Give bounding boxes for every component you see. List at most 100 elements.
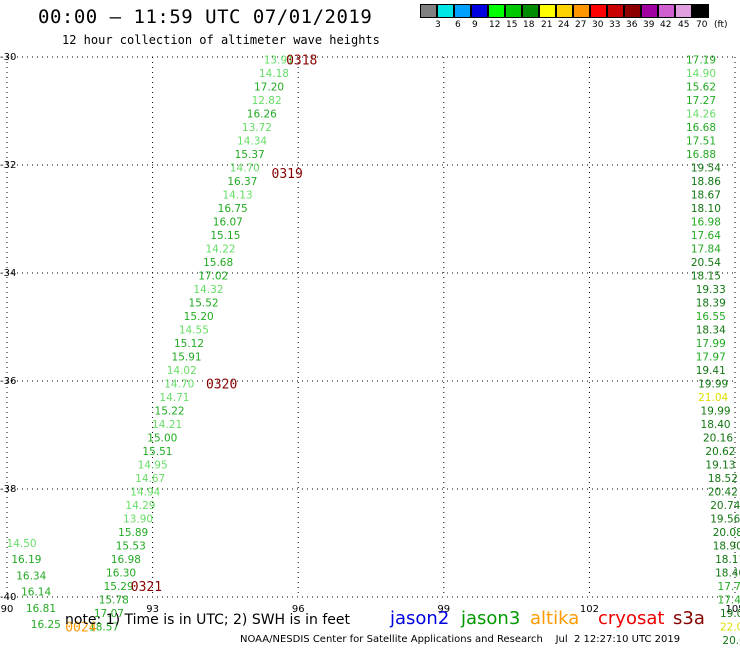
wave-height-value: 14.34 [237,136,267,148]
wave-height-value: 16.98 [111,554,141,566]
scale-label: 18 [523,20,535,30]
wave-height-value: 17.51 [686,136,716,148]
page-subtitle: 12 hour collection of altimeter wave hei… [62,33,380,47]
pass-time-label: 0319 [272,167,303,182]
wave-height-value: 17.75 [718,581,740,593]
wave-height-value: 15.62 [686,82,716,94]
wave-height-value: 14.94 [130,487,160,499]
wave-height-value: 19.56 [710,514,740,526]
credit-line: NOAA/NESDIS Center for Satellite Applica… [240,634,681,645]
wave-height-value: 19.06 [720,608,740,620]
scale-label: 30 [592,20,604,30]
wave-height-value: 18.52 [708,473,738,485]
wave-height-value: 15.29 [104,581,134,593]
scale-swatch [624,4,641,18]
color-scale-bar [420,4,709,18]
pass-time-label: 0321 [131,580,162,595]
x-tick-label: 96 [292,604,305,615]
wave-height-value: 17.64 [691,230,721,242]
scale-label: 27 [575,20,587,30]
pass-time-label: 0320 [206,378,237,393]
scale-swatch [692,4,709,18]
scale-label: 45 [678,20,690,30]
wave-height-value: 16.26 [247,109,277,121]
footer-note: note: 1) Time is in UTC; 2) SWH is in fe… [65,612,351,628]
scale-swatch [641,4,658,18]
y-tick-label: -34 [0,268,16,279]
wave-height-value: 16.07 [213,217,243,229]
wave-height-value: 14.18 [259,68,289,80]
wave-height-value: 14.70 [230,163,260,175]
scale-label: 70 [696,20,708,30]
wave-height-value: 20.62 [705,446,735,458]
wave-height-value: 17.99 [696,338,726,350]
wave-height-value: 15.89 [118,527,148,539]
wave-height-value: 16.98 [691,217,721,229]
scale-label: 33 [609,20,621,30]
wave-height-value: 20.42 [708,487,738,499]
scale-swatch [420,4,437,18]
wave-height-value: 17.84 [691,244,721,256]
wave-height-value: 14.71 [159,392,189,404]
wave-height-value: 22.00 [720,622,740,634]
wave-height-value: 18.40 [715,568,740,580]
wave-height-value: 13.90 [123,514,153,526]
wave-height-value: 14.32 [193,284,223,296]
wave-height-value: 18.15 [691,271,721,283]
legend-jason3: jason3 [461,608,521,629]
wave-height-value: 16.81 [26,603,56,615]
wave-height-value: 15.78 [99,595,129,607]
wave-height-value: 15.15 [210,230,240,242]
color-scale-labels: 3 6 9 12 15 18 21 24 27 30 33 36 39 42 45 70 (ft) [420,20,740,34]
scale-label: 42 [660,20,672,30]
wave-height-value: 17.27 [686,95,716,107]
scale-label: 36 [626,20,638,30]
y-tick-label: -38 [0,484,16,495]
wave-height-value: 14.21 [152,419,182,431]
scale-swatch [658,4,675,18]
wave-height-value: 15.91 [172,352,202,364]
scale-swatch [607,4,624,18]
wave-height-value: 12.82 [252,95,282,107]
scale-swatch [505,4,522,18]
scale-label: 3 [435,20,441,30]
wave-height-value: 15.52 [189,298,219,310]
wave-height-value: 14.22 [206,244,236,256]
wave-height-value: 14.70 [164,379,194,391]
wave-height-value: 17.20 [254,82,284,94]
wave-height-value: 16.55 [696,311,726,323]
wave-height-value: 16.37 [227,176,257,188]
scale-label: 6 [455,20,461,30]
wave-height-value: 13.72 [242,122,272,134]
wave-height-value: 18.67 [691,190,721,202]
wave-height-value: 14.55 [179,325,209,337]
wave-height-value: 14.02 [167,365,197,377]
wave-height-value: 16.34 [16,570,46,582]
scale-swatch [471,4,488,18]
wave-height-value: 17.02 [198,271,228,283]
wave-height-value: 18.86 [691,176,721,188]
wave-height-value: 19.13 [705,460,735,472]
wave-height-value: 18.40 [701,419,731,431]
x-tick-label: 93 [146,604,159,615]
wave-height-value: 16.88 [686,149,716,161]
wave-height-value: 16.19 [11,554,41,566]
wave-height-value: 14.26 [686,109,716,121]
scale-label: 9 [472,20,478,30]
scale-swatch [590,4,607,18]
scale-label: 12 [489,20,501,30]
scale-swatch [539,4,556,18]
x-tick-label: 99 [437,604,450,615]
wave-height-value: 21.04 [698,392,728,404]
wave-height-value: 16.25 [31,619,61,631]
wave-height-value: 16.14 [21,587,51,599]
pass-time-label: 0318 [286,54,317,69]
wave-height-value: 16.68 [686,122,716,134]
wave-height-value: 17.19 [686,55,716,67]
wave-height-value: 14.95 [138,460,168,472]
legend-jason2: jason2 [390,608,450,629]
wave-height-value: 19.41 [696,365,726,377]
wave-height-value: 14.13 [223,190,253,202]
wave-height-value: 16.75 [218,203,248,215]
